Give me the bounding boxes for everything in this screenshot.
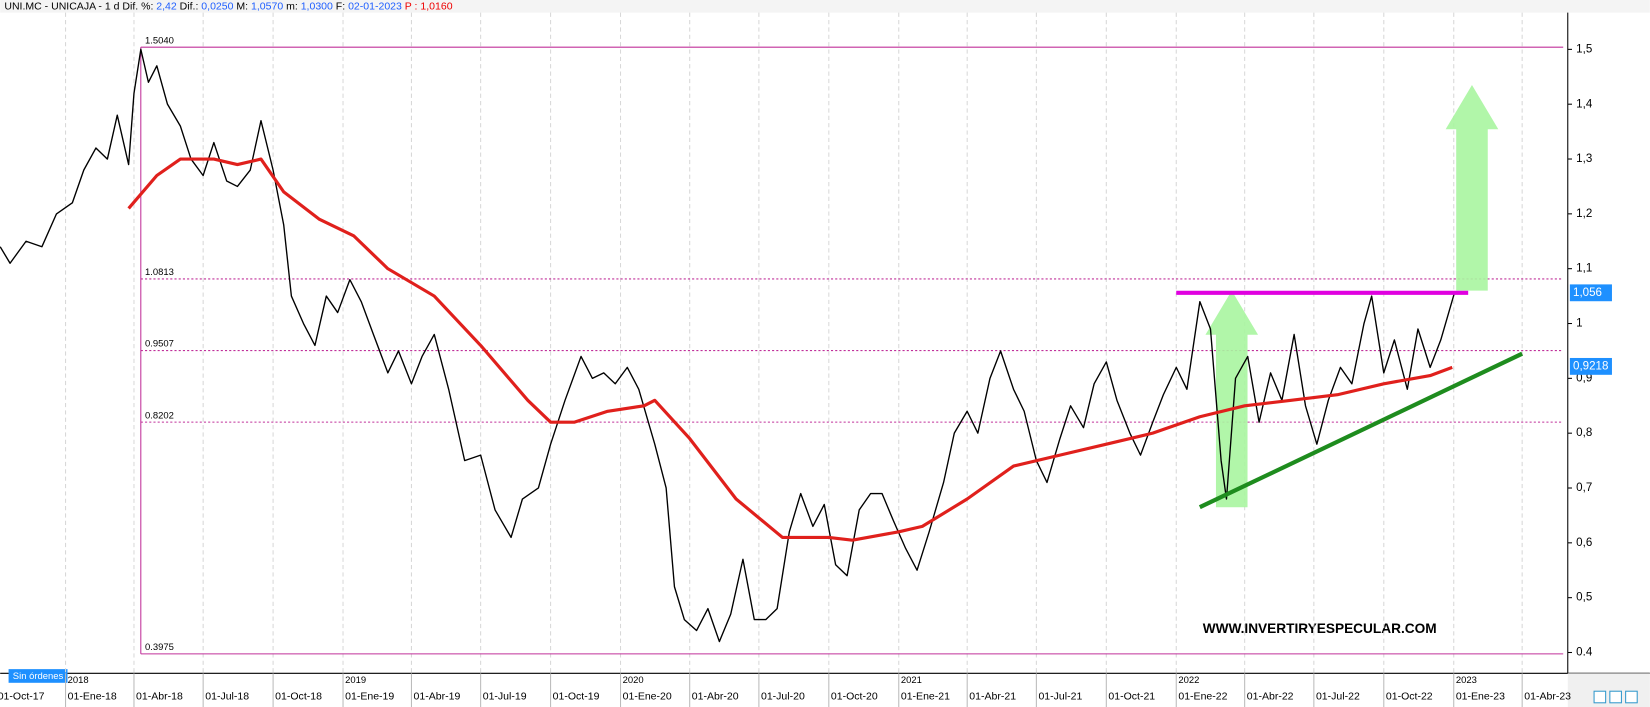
- x-tick-label: 01-Jul-18: [205, 690, 249, 702]
- x-tick-label: 01-Oct-17: [0, 690, 45, 702]
- header-text: 1,0160: [420, 0, 452, 12]
- x-tick-label: 01-Abr-22: [1247, 690, 1294, 702]
- year-label: 2020: [623, 675, 644, 686]
- price-badge: [1569, 357, 1612, 375]
- price-badge-label: 1,056: [1573, 287, 1602, 299]
- year-label: 2022: [1178, 675, 1199, 686]
- fib-label: 0.3975: [145, 642, 174, 653]
- x-tick-label: 01-Abr-23: [1524, 690, 1571, 702]
- x-tick-label: 01-Abr-21: [969, 690, 1016, 702]
- fib-label: 1.0813: [145, 267, 174, 278]
- x-tick-label: 01-Jul-19: [483, 690, 527, 702]
- toolbar-icons[interactable]: [1593, 690, 1638, 704]
- x-tick-label: 01-Ene-22: [1178, 690, 1227, 702]
- header-text: F:: [336, 0, 345, 12]
- y-tick-label: 1,2: [1576, 208, 1592, 220]
- y-tick-label: 0,7: [1576, 482, 1592, 494]
- x-tick-label: 01-Ene-18: [68, 690, 117, 702]
- header-text: 2,42: [156, 0, 177, 12]
- header-text: 02-01-2023: [348, 0, 402, 12]
- x-tick-label: 01-Ene-19: [345, 690, 394, 702]
- status: Sin órdenes: [13, 671, 64, 682]
- y-tick-label: 0,9: [1576, 372, 1592, 384]
- y-tick-label: 1,1: [1576, 263, 1592, 275]
- y-tick-label: 0,8: [1576, 427, 1592, 439]
- status-box: [8, 669, 68, 683]
- y-tick-label: 1,3: [1576, 153, 1592, 165]
- header-text: 1,0570: [251, 0, 283, 12]
- y-tick-label: 0,6: [1576, 537, 1592, 549]
- y-tick-label: 0.4: [1576, 647, 1593, 659]
- fib-label: 0.8202: [145, 410, 174, 421]
- y-tick-label: 1,4: [1576, 98, 1593, 110]
- header-text: 0,0250: [201, 0, 233, 12]
- year-label: 2023: [1456, 675, 1477, 686]
- header-text: Dif. %:: [122, 0, 153, 12]
- year-label: 2018: [68, 675, 89, 686]
- icon[interactable]: [1609, 690, 1622, 704]
- x-tick-label: 01-Abr-20: [692, 690, 739, 702]
- fib-label: 1.5040: [145, 35, 174, 46]
- x-tick-label: 01-Jul-20: [761, 690, 805, 702]
- year-label: 2021: [901, 675, 922, 686]
- x-tick-label: 01-Oct-19: [553, 690, 600, 702]
- x-tick-label: 01-Abr-18: [136, 690, 183, 702]
- x-tick-label: 01-Oct-18: [275, 690, 322, 702]
- x-tick-label: 01-Ene-23: [1456, 690, 1505, 702]
- y-tick-label: 1,5: [1576, 43, 1592, 55]
- trend-line: [1198, 351, 1524, 510]
- x-tick-label: 01-Ene-20: [623, 690, 672, 702]
- x-tick-label: 01-Jul-21: [1038, 690, 1082, 702]
- x-tick-label: 01-Ene-21: [901, 690, 950, 702]
- price-badge-label: 0,9218: [1573, 360, 1608, 372]
- x-tick-label: 01-Oct-21: [1108, 690, 1155, 702]
- year-label: 2019: [345, 675, 366, 686]
- fib-label: 0.9507: [145, 339, 174, 350]
- arrow: [1205, 290, 1259, 508]
- price-line: [0, 48, 1456, 643]
- header-text: Dif.:: [180, 0, 199, 12]
- price-badge: [1569, 284, 1612, 302]
- price-line: [127, 157, 1453, 542]
- header-text: UNI.MC - UNICAJA - 1 d: [4, 0, 119, 12]
- header-text: P :: [405, 0, 418, 12]
- x-tick-label: 01-Oct-20: [831, 690, 878, 702]
- watermark: WWW.INVERTIRYESPECULAR.COM: [1203, 621, 1437, 636]
- y-tick-label: 0,5: [1576, 592, 1592, 604]
- header-text: m:: [286, 0, 298, 12]
- x-tick-label: 01-Jul-22: [1316, 690, 1360, 702]
- header: UNI.MC - UNICAJA - 1 d Dif. %: 2,42 Dif.…: [4, 0, 452, 12]
- y-tick-label: 1: [1576, 318, 1582, 330]
- x-tick-label: 01-Oct-22: [1386, 690, 1433, 702]
- x-tick-label: 01-Abr-19: [414, 690, 461, 702]
- icon[interactable]: [1593, 690, 1607, 704]
- header-bar: [0, 0, 1650, 13]
- arrow: [1445, 85, 1499, 291]
- header-text: 1,0300: [301, 0, 333, 12]
- header-text: M:: [236, 0, 248, 12]
- icon[interactable]: [1625, 690, 1638, 704]
